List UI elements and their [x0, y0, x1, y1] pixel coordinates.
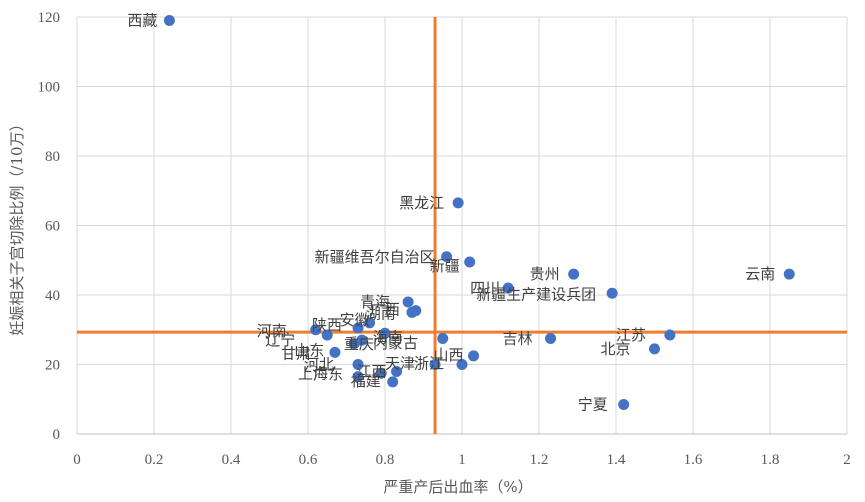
data-points	[163, 14, 795, 410]
point-label: 青海	[360, 293, 390, 311]
data-point	[664, 329, 676, 341]
data-point	[456, 359, 468, 370]
point-label: 黑龙江	[399, 194, 444, 212]
x-tick-label: 1.8	[761, 452, 780, 468]
point-label: 四川	[470, 279, 500, 297]
point-label: 重庆	[344, 335, 374, 353]
data-point	[321, 329, 333, 341]
data-point	[606, 287, 618, 299]
data-point	[464, 256, 476, 268]
data-point	[545, 332, 557, 344]
point-label: 宁夏	[578, 395, 608, 413]
data-point	[402, 296, 414, 308]
x-tick-label: 1	[458, 452, 466, 468]
data-point	[441, 251, 453, 263]
y-tick-label: 0	[53, 427, 61, 443]
x-tick-label: 0.4	[222, 452, 241, 468]
point-label: 广西	[370, 300, 400, 318]
data-point	[429, 359, 441, 370]
point-label: 江苏	[616, 326, 646, 344]
data-point	[452, 197, 464, 209]
y-tick-label: 100	[38, 80, 61, 96]
point-label: 上海	[298, 365, 328, 383]
point-label: 陕西	[312, 316, 342, 334]
data-point	[379, 327, 391, 339]
y-tick-label: 20	[45, 358, 60, 374]
point-label: 海南	[373, 328, 403, 346]
point-label: 甘肃	[281, 344, 311, 362]
point-label: 河北	[304, 356, 334, 374]
point-label: 河南	[257, 322, 287, 340]
x-tick-label: 0.6	[299, 452, 318, 468]
data-point	[375, 367, 387, 379]
x-tick-label: 1.6	[684, 452, 703, 468]
y-tick-label: 120	[38, 10, 61, 26]
data-point	[502, 282, 514, 294]
point-label: 浙江	[414, 355, 444, 373]
data-point	[364, 317, 376, 329]
grid	[76, 16, 848, 435]
data-point	[568, 268, 580, 280]
point-label: 安徽	[340, 311, 370, 329]
data-point	[649, 343, 660, 355]
point-label: 山西	[434, 346, 464, 364]
point-label: 内蒙古	[373, 334, 418, 352]
x-tick-label: 2	[843, 452, 851, 468]
point-label: 湖南	[366, 305, 396, 323]
point-label: 江西	[357, 362, 387, 380]
data-point	[387, 376, 399, 388]
y-tick-label: 40	[45, 288, 60, 304]
point-label: 贵州	[530, 265, 560, 283]
x-tick-label: 0.8	[376, 452, 395, 468]
x-tick-label: 1.2	[530, 452, 549, 468]
x-axis-title: 严重产后出血率（%）	[383, 478, 532, 496]
point-label: 新疆维吾尔自治区	[315, 248, 435, 266]
data-point	[437, 332, 449, 344]
point-label: 吉林	[503, 329, 533, 347]
point-label: 北京	[601, 340, 631, 358]
data-point	[783, 268, 795, 280]
point-label: 云南	[745, 265, 775, 283]
data-point	[352, 371, 364, 383]
x-tick-label: 0	[73, 452, 81, 468]
point-label: 西藏	[127, 11, 157, 29]
data-point	[163, 14, 175, 26]
y-tick-label: 60	[45, 219, 60, 235]
data-point	[352, 322, 364, 334]
point-label: 山东	[294, 342, 324, 360]
data-point	[468, 350, 480, 362]
point-label: 广东	[313, 365, 343, 383]
data-point	[310, 324, 322, 336]
point-label: 新疆生产建设兵团	[476, 285, 596, 303]
data-point	[618, 398, 630, 410]
point-label: 新疆	[430, 257, 460, 275]
point-label: 福建	[351, 372, 381, 390]
point-label: 天津	[385, 355, 415, 373]
data-point	[410, 305, 422, 317]
data-point	[352, 359, 364, 370]
data-point	[391, 365, 403, 377]
x-tick-label: 1.4	[607, 452, 626, 468]
x-tick-label: 0.2	[145, 452, 164, 468]
y-tick-label: 80	[45, 149, 60, 165]
point-label: 辽宁	[265, 331, 295, 349]
data-point	[329, 346, 341, 358]
data-point	[348, 338, 360, 350]
y-axis-title: 妊娠相关子宫切除比例（/10万）	[8, 116, 26, 335]
tick-labels: 0 0.2 0.4 0.6 0.8 1 1.2 1.4 1.6 1.8 20204060801001…	[38, 10, 851, 468]
